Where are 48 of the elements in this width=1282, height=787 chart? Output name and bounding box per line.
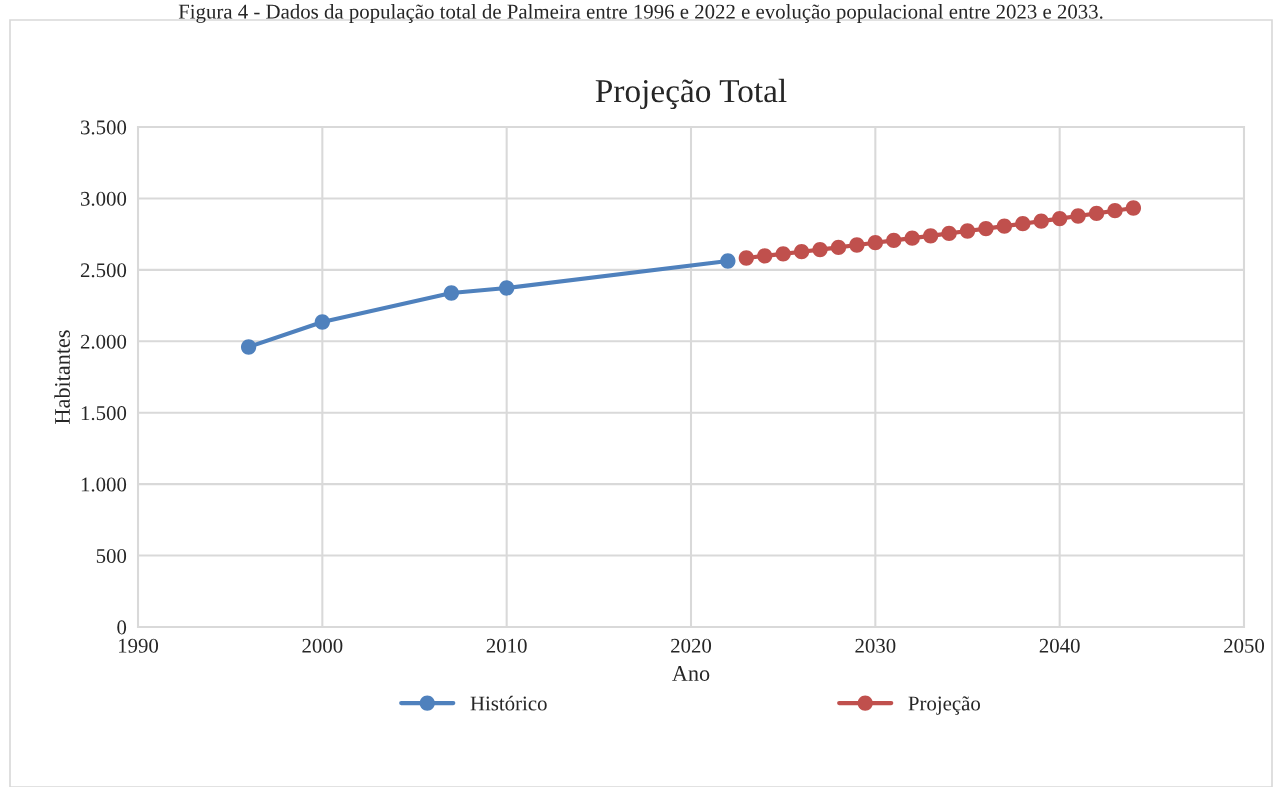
y-tick-label: 1.500 (81, 406, 127, 421)
point (959, 223, 976, 239)
x-tick-label: 2040 (1039, 638, 1080, 653)
y-tick-label: 2.500 (80, 263, 127, 278)
legend-label: Histórico (470, 695, 547, 711)
x-tick-label: 2000 (302, 638, 343, 653)
point (499, 280, 515, 296)
y-tick-label: 3.500 (81, 120, 127, 135)
x-tick-label: 2050 (1224, 638, 1265, 653)
y-tick-label: 3.000 (81, 191, 127, 206)
point (720, 253, 736, 269)
point (830, 239, 847, 256)
point (812, 241, 828, 258)
y-tick-label: 1.000 (81, 477, 127, 492)
legend-label: Projeção (908, 696, 980, 715)
point (978, 220, 994, 237)
point (1052, 210, 1068, 227)
point (1088, 205, 1105, 222)
point (996, 218, 1013, 234)
point (1070, 208, 1086, 224)
y-axis-title: Habitantes (54, 330, 70, 424)
point (314, 314, 330, 330)
point (1015, 216, 1031, 232)
point (922, 228, 939, 244)
point (1107, 203, 1123, 219)
point (738, 250, 754, 266)
point (1125, 200, 1142, 216)
y-tick-label: 500 (96, 548, 127, 563)
point (941, 225, 957, 242)
point (443, 285, 460, 301)
x-tick-label: 2010 (486, 638, 527, 653)
x-axis-title: Ano (672, 666, 710, 681)
point (757, 248, 773, 264)
point (240, 339, 257, 355)
point (904, 230, 920, 246)
point (1033, 213, 1049, 229)
point (867, 235, 883, 251)
point (886, 232, 902, 249)
y-tick-label: 0 (117, 620, 127, 635)
y-tick-label: 2.000 (80, 334, 127, 349)
x-tick-label: 2030 (855, 638, 896, 653)
point (793, 244, 810, 260)
point (775, 246, 791, 262)
point (849, 237, 865, 253)
x-tick-label: 2020 (671, 638, 712, 653)
text: Figura 4 - Dados da população total de Palmeira entre 1996 e 2022 e evolução populacional entre 2023 e 2033. (178, 4, 1103, 23)
x-tick-label: 1990 (119, 638, 159, 653)
chart-title: Projeção Total (595, 78, 787, 110)
